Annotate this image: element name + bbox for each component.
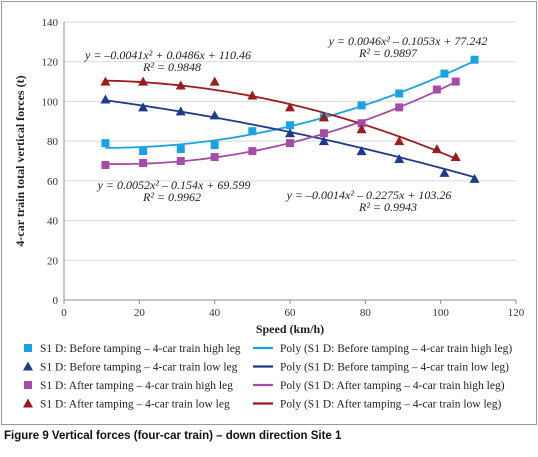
data-point [394,154,405,164]
data-markers [100,55,480,183]
data-point [100,94,111,104]
x-tick-label: 20 [134,307,146,319]
legend-label: Poly (S1 D: After tamping – 4-car train … [280,399,502,411]
trendline-equation: y = –0.0014x² – 0.2275x + 103.26 [286,188,452,202]
legend-marker [23,398,33,408]
data-point [247,90,258,100]
x-tick-label: 60 [285,307,297,319]
x-tick-label: 40 [209,307,221,319]
trendline-r-squared: R² = 0.9848 [142,60,201,74]
data-point [248,147,257,156]
legend-marker [23,361,33,371]
data-point [469,173,480,183]
data-point [101,160,110,169]
trendline [105,79,457,160]
y-tick-label: 20 [47,255,59,267]
data-point [357,119,366,128]
y-tick-label: 80 [47,136,59,148]
trendline-equation: y = –0.0041x² + 0.0486x + 110.46 [84,48,251,62]
data-point [248,127,257,136]
gridlines [64,21,516,261]
legend-label: S1 D: After tamping – 4-car train low le… [40,399,230,411]
data-point [432,85,441,94]
data-point [175,80,186,90]
data-point [138,76,149,86]
data-point [439,167,450,177]
data-point [470,55,479,64]
data-point [286,139,294,148]
x-tick-label: 120 [508,307,525,319]
data-point [209,110,220,120]
figure-caption: Figure 9 Vertical forces (four-car train… [4,430,342,442]
data-point [395,89,404,98]
y-tick-label: 0 [53,295,59,307]
data-point [138,102,149,112]
data-point [175,106,186,116]
y-tick-label: 140 [42,17,59,29]
y-tick-label: 120 [42,57,59,69]
data-point [101,139,110,148]
y-tick-label: 40 [47,216,59,228]
x-tick-label: 0 [61,307,67,319]
data-point [139,147,148,156]
legend-label: S1 D: Before tamping – 4-car train high … [40,343,241,355]
axes: 0 20 40 60 80 100 120 140 0 20 40 60 80 100 120 [42,17,525,319]
legend-label: Poly (S1 D: Before tamping – 4-car train… [280,362,509,374]
data-point [395,103,404,112]
trendline-r-squared: R² = 0.9962 [142,190,201,204]
data-point [100,76,111,86]
data-point [451,77,460,86]
legend-label: S1 D: After tamping – 4-car train high l… [40,380,233,392]
data-point [318,112,329,122]
trendline-r-squared: R² = 0.9943 [358,200,417,214]
trendline [105,99,475,179]
trendline-equation: y = 0.0046x² – 0.1053x + 77.242 [328,34,488,48]
x-tick-label: 100 [432,307,449,319]
data-point [139,158,148,167]
data-point [450,152,461,162]
data-point [176,145,185,154]
data-point [285,128,295,138]
chart: 0 20 40 60 80 100 120 140 0 20 40 60 80 100 120 y = 0.… [13,17,525,411]
data-point [286,121,294,130]
data-point [431,144,442,154]
trendlines [105,60,475,179]
data-point [357,101,366,110]
data-point [394,136,405,146]
data-point [209,76,220,86]
data-point [210,153,219,162]
data-point [356,124,367,134]
data-point [318,136,329,146]
y-axis-title: 4-car train total vertical forces (t) [13,75,27,246]
legend-label: Poly (S1 D: After tamping – 4-car train … [280,380,505,392]
trendline-r-squared: R² = 0.9897 [358,46,418,60]
y-tick-label: 60 [47,176,59,188]
y-tick-label: 100 [42,96,59,108]
x-tick-label: 80 [360,307,372,319]
data-point [440,69,449,78]
trendline-equation: y = 0.0052x² – 0.154x + 69.599 [97,178,251,192]
data-point [176,157,185,165]
legend-marker [24,344,32,352]
legend: S1 D: Before tamping – 4-car train high … [23,343,512,411]
data-point [285,102,295,112]
data-point [356,146,367,156]
legend-marker [24,381,32,389]
data-point [319,129,328,138]
data-point [210,141,219,150]
legend-label: S1 D: Before tamping – 4-car train low l… [40,362,238,374]
legend-label: Poly (S1 D: Before tamping – 4-car train… [280,343,512,355]
x-axis-title: Speed (km/h) [256,322,324,336]
